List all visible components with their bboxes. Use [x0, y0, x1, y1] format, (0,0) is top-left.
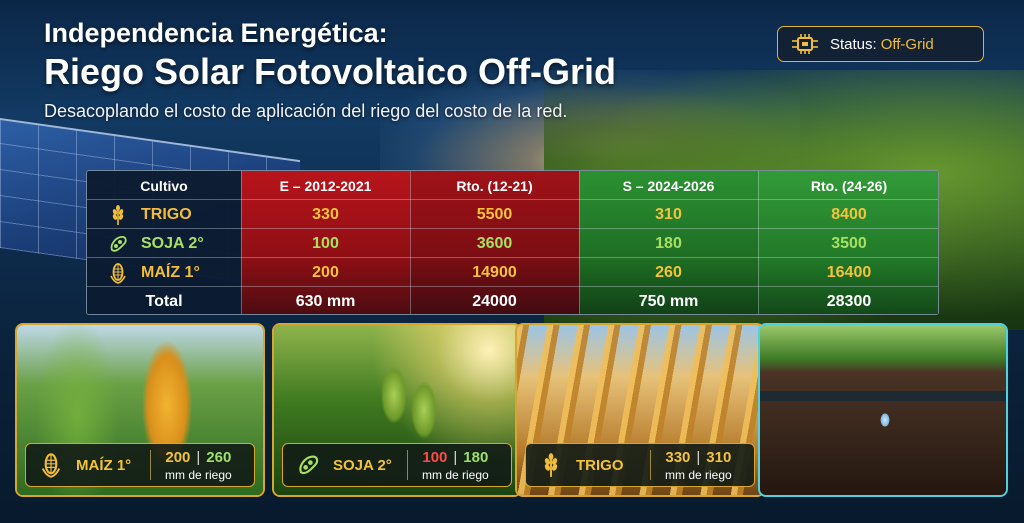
card-values: 200 | 260 mm de riego	[165, 448, 232, 482]
soy-info-bar: SOJA 2° 100 | 180 mm de riego	[282, 443, 512, 487]
divider	[650, 450, 651, 480]
card-values: 100 | 180 mm de riego	[422, 448, 489, 482]
corn-icon	[41, 453, 61, 478]
row-divider	[87, 257, 938, 258]
value-before: 200	[165, 448, 191, 466]
divider	[150, 450, 151, 480]
value-after: 180	[463, 448, 489, 466]
total-s-mm: 750 mm	[638, 292, 699, 310]
card-crop-name: TRIGO	[576, 456, 624, 474]
total-s-rto: 28300	[826, 292, 872, 310]
header-cultivo: Cultivo	[140, 177, 188, 194]
corn-card: MAÍZ 1° 200 | 260 mm de riego	[15, 323, 265, 497]
table-row-soja-label: SOJA 2°	[87, 229, 241, 258]
solar-chip-icon	[792, 34, 818, 54]
crop-name: MAÍZ 1°	[141, 263, 200, 281]
title-line-2: Riego Solar Fotovoltaico Off-Grid	[44, 51, 617, 92]
column-divider	[410, 171, 411, 314]
wheat-icon	[544, 453, 558, 477]
column-e-mm	[241, 171, 410, 314]
header-s-rto: Rto. (24-26)	[810, 177, 888, 194]
table-row-trigo-label: TRIGO	[87, 200, 241, 229]
divider	[407, 450, 408, 480]
crop-name: TRIGO	[141, 205, 192, 223]
cell-maiz-e-mm: 200	[312, 263, 339, 281]
cell-maiz-e-rto: 14900	[472, 263, 517, 281]
header-s-period: S – 2024-2026	[622, 177, 715, 194]
card-crop-name: SOJA 2°	[333, 456, 392, 474]
column-divider	[758, 171, 759, 314]
header-e-period: E – 2012-2021	[279, 177, 372, 194]
title-line-1: Independencia Energética:	[44, 18, 388, 48]
drip-irrigation-card	[758, 323, 1008, 497]
status-value: Off-Grid	[880, 35, 934, 53]
corn-icon	[110, 262, 126, 284]
table-row-maiz-label: MAÍZ 1°	[87, 258, 241, 287]
column-s-rto	[758, 171, 938, 314]
cell-trigo-e-rto: 5500	[476, 205, 513, 223]
cell-maiz-s-mm: 260	[655, 263, 682, 281]
subtitle: Desacoplando el costo de aplicación del …	[44, 101, 568, 121]
header: Independencia Energética: Riego Solar Fo…	[44, 18, 616, 122]
soy-icon	[110, 235, 127, 252]
row-divider	[87, 199, 938, 200]
value-after: 260	[206, 448, 232, 466]
status-badge: Status: Off-Grid	[777, 26, 984, 62]
wheat-info-bar: TRIGO 330 | 310 mm de riego	[525, 443, 755, 487]
value-before: 100	[422, 448, 448, 466]
total-e-rto: 24000	[472, 292, 517, 310]
card-values: 330 | 310 mm de riego	[665, 448, 732, 482]
total-label: Total	[145, 292, 183, 310]
unit-label: mm de riego	[165, 467, 232, 482]
irrigation-table: Cultivo E – 2012-2021 Rto. (12-21) S – 2…	[86, 170, 939, 315]
cell-trigo-s-mm: 310	[655, 205, 682, 223]
cell-trigo-s-rto: 8400	[831, 205, 867, 223]
row-divider	[87, 228, 938, 229]
cell-soja-s-rto: 3500	[831, 234, 867, 252]
cell-soja-e-rto: 3600	[476, 234, 513, 252]
value-after: 310	[706, 448, 732, 466]
cell-trigo-e-mm: 330	[312, 205, 339, 223]
wheat-card: TRIGO 330 | 310 mm de riego	[515, 323, 765, 497]
row-divider	[87, 286, 938, 287]
status-label: Status:	[830, 35, 877, 53]
cell-maiz-s-rto: 16400	[826, 263, 872, 281]
card-crop-name: MAÍZ 1°	[76, 456, 132, 474]
corn-info-bar: MAÍZ 1° 200 | 260 mm de riego	[25, 443, 255, 487]
wheat-icon	[112, 204, 124, 225]
value-before: 330	[665, 448, 691, 466]
total-e-mm: 630 mm	[295, 292, 356, 310]
column-s-mm	[579, 171, 758, 314]
unit-label: mm de riego	[422, 467, 489, 482]
soy-card: SOJA 2° 100 | 180 mm de riego	[272, 323, 522, 497]
cell-soja-s-mm: 180	[655, 234, 682, 252]
unit-label: mm de riego	[665, 467, 732, 482]
drip-irrigation-photo	[760, 325, 1006, 495]
column-divider	[241, 171, 242, 314]
cell-soja-e-mm: 100	[312, 234, 339, 252]
column-divider	[579, 171, 580, 314]
soy-icon	[299, 455, 319, 475]
header-e-rto: Rto. (12-21)	[456, 177, 533, 194]
crop-name: SOJA 2°	[141, 234, 204, 252]
column-e-rto	[410, 171, 579, 314]
